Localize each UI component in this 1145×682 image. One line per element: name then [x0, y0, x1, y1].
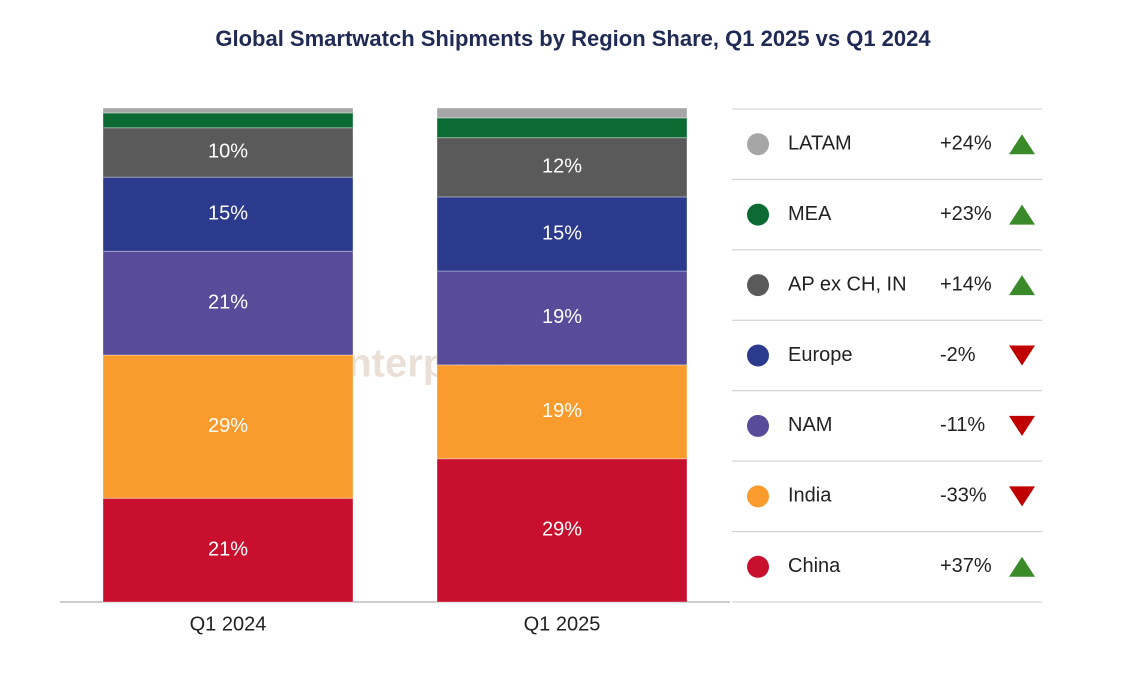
bar-segment — [436, 196, 688, 272]
change-label: +14% — [940, 273, 992, 295]
legend-swatch — [747, 555, 769, 578]
bar-segment — [436, 137, 688, 198]
legend-swatch — [747, 274, 769, 297]
legend-swatch — [747, 485, 769, 508]
data-label: 10% — [208, 141, 248, 163]
change-label: -2% — [940, 344, 976, 366]
bar-segment — [436, 117, 688, 139]
legend-label: Europe — [788, 344, 853, 366]
legend-label: India — [788, 485, 832, 507]
bar-segment — [436, 364, 688, 460]
up-arrow — [1009, 556, 1035, 577]
bar-segment — [102, 250, 354, 356]
legend-label: AP ex CH, IN — [788, 273, 907, 295]
change-label: +37% — [940, 555, 992, 577]
data-label: 21% — [208, 291, 248, 313]
x-tick-label: Q1 2024 — [190, 613, 267, 635]
data-label: 21% — [208, 538, 248, 560]
legend-label: MEA — [788, 203, 832, 225]
change-label: -33% — [940, 485, 987, 507]
data-label: 15% — [542, 222, 582, 244]
bar-segment — [102, 107, 354, 114]
bar-segment — [102, 176, 354, 252]
down-arrow — [1009, 486, 1035, 507]
bar-segment — [102, 112, 354, 129]
change-label: +24% — [940, 132, 992, 154]
legend-label: NAM — [788, 414, 832, 436]
legend-label: LATAM — [788, 132, 852, 154]
bar-segment — [102, 354, 354, 499]
legend-label: China — [788, 555, 841, 577]
legend-swatch — [747, 414, 769, 437]
change-label: -11% — [940, 414, 985, 436]
up-arrow — [1009, 275, 1035, 296]
down-arrow — [1009, 345, 1035, 366]
up-arrow — [1009, 204, 1035, 225]
change-label: +23% — [940, 203, 992, 225]
bar-segment — [436, 458, 688, 603]
data-label: 12% — [542, 156, 582, 178]
x-tick-label: Q1 2025 — [524, 613, 601, 635]
legend-swatch — [747, 133, 769, 156]
bar-segment — [102, 127, 354, 178]
legend-swatch — [747, 203, 769, 226]
data-label: 19% — [542, 400, 582, 422]
bar-segment — [102, 497, 354, 603]
data-label: 19% — [542, 306, 582, 328]
bar-segment — [436, 270, 688, 366]
down-arrow — [1009, 415, 1035, 436]
chart-title: Global Smartwatch Shipments by Region Sh… — [215, 26, 931, 51]
bar-segment — [436, 107, 688, 119]
data-label: 29% — [208, 415, 248, 437]
data-label: 29% — [542, 519, 582, 541]
up-arrow — [1009, 134, 1035, 155]
data-label: 15% — [208, 202, 248, 224]
legend-swatch — [747, 344, 769, 367]
